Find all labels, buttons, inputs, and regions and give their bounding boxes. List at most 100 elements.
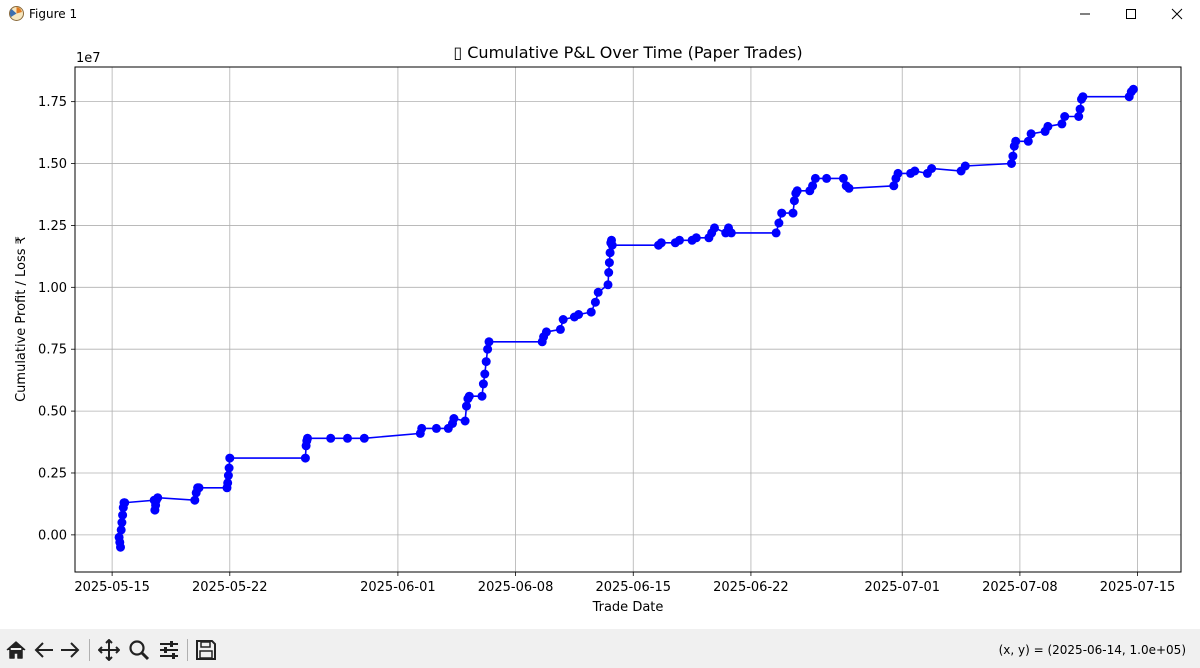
data-point [1043, 121, 1053, 131]
pan-icon [98, 639, 120, 661]
data-point [343, 433, 352, 443]
data-point [449, 414, 459, 423]
data-point [822, 173, 832, 183]
data-point [153, 493, 163, 503]
data-point [223, 478, 233, 488]
data-point [116, 525, 126, 535]
data-point [120, 498, 130, 508]
x-tick-label: 2025-05-15 [74, 580, 150, 595]
data-point [417, 423, 427, 433]
data-point [607, 240, 617, 250]
data-point [224, 463, 234, 473]
data-point [586, 307, 596, 317]
home-icon [6, 641, 26, 659]
data-point [223, 471, 233, 480]
series-line-layer [118, 88, 1135, 548]
data-point [777, 208, 787, 218]
data-point [460, 416, 470, 426]
maximize-button[interactable] [1108, 0, 1154, 28]
data-point [555, 324, 565, 334]
data-point [462, 401, 471, 411]
data-point [927, 164, 937, 173]
data-point [225, 453, 235, 463]
data-point [574, 310, 584, 319]
y-tick-label: 1.00 [38, 281, 67, 296]
x-tick-label: 2025-06-22 [713, 580, 789, 595]
configure-subplots-button[interactable] [157, 638, 181, 662]
maximize-icon [1126, 9, 1136, 19]
configure-subplots-icon [160, 641, 178, 659]
y-tick-label: 0.00 [38, 528, 67, 543]
home-button[interactable] [4, 638, 28, 662]
data-point [303, 433, 312, 443]
data-points [114, 84, 1138, 552]
toolbar-separator [89, 639, 90, 661]
data-point [300, 453, 310, 463]
zoom-icon [129, 640, 150, 661]
data-point [774, 218, 784, 228]
back-button[interactable] [32, 638, 56, 662]
x-tick-label: 2025-06-08 [478, 580, 554, 595]
data-point [590, 297, 600, 307]
data-point [1078, 92, 1088, 102]
data-point [1026, 129, 1036, 139]
plot-frame [74, 66, 1182, 573]
x-tick-label: 2025-05-22 [192, 580, 268, 595]
figure-canvas[interactable]: 2025-05-15 2025-05-22 2025-06-01 2025-06-08… [0, 28, 1200, 629]
data-point [675, 235, 684, 245]
save-button[interactable] [194, 638, 218, 662]
data-point [1075, 104, 1085, 114]
navigation-toolbar: (x, y) = (2025-06-14, 1.0e+05) [0, 629, 1200, 668]
y-tick-label: 0.50 [38, 405, 67, 420]
data-point [792, 186, 802, 196]
x-tick-label: 2025-07-01 [864, 580, 940, 595]
data-point [604, 268, 614, 277]
axis-ticks: 2025-05-15 2025-05-22 2025-06-01 2025-06-08… [38, 95, 1175, 595]
series-line [118, 88, 1135, 548]
y-tick-label: 1.75 [38, 95, 67, 110]
data-point [558, 315, 568, 324]
cursor-coordinates: (x, y) = (2025-06-14, 1.0e+05) [998, 643, 1186, 657]
data-point [1128, 84, 1138, 94]
y-tick-label: 0.75 [38, 343, 67, 358]
data-point [116, 542, 125, 552]
y-offset-label: 1e7 [76, 51, 101, 66]
data-point [190, 495, 200, 505]
data-point [789, 196, 799, 206]
pan-button[interactable] [97, 638, 121, 662]
x-axis-label: Trade Date [592, 600, 664, 615]
back-arrow-icon [34, 642, 53, 658]
data-point [771, 228, 781, 238]
data-point [1007, 159, 1016, 168]
zoom-button[interactable] [127, 638, 151, 662]
data-point [484, 337, 494, 347]
data-point [483, 344, 493, 354]
data-point [808, 181, 818, 191]
minimize-icon [1080, 13, 1090, 15]
data-point [605, 248, 615, 258]
data-point [1023, 136, 1033, 146]
data-point [359, 433, 369, 443]
x-tick-label: 2025-06-15 [595, 580, 671, 595]
data-point [838, 173, 848, 183]
data-point [893, 168, 903, 178]
close-icon [1171, 8, 1183, 20]
minimize-button[interactable] [1062, 0, 1108, 28]
close-button[interactable] [1154, 0, 1200, 28]
x-tick-label: 2025-06-01 [360, 580, 436, 595]
data-point [910, 166, 920, 176]
window-title: Figure 1 [29, 7, 78, 21]
y-tick-label: 1.25 [38, 219, 67, 234]
data-point [1057, 119, 1067, 129]
data-point [726, 228, 736, 238]
data-point [194, 483, 204, 493]
grid [75, 67, 1181, 572]
data-point [541, 327, 551, 337]
pnl-chart: 2025-05-15 2025-05-22 2025-06-01 2025-06-08… [14, 43, 1182, 615]
data-point [118, 510, 128, 520]
data-point [710, 223, 719, 233]
data-point [603, 280, 613, 290]
forward-button[interactable] [58, 638, 82, 662]
y-axis-label: Cumulative Profit / Loss ₹ [14, 236, 29, 402]
data-point [691, 233, 701, 243]
